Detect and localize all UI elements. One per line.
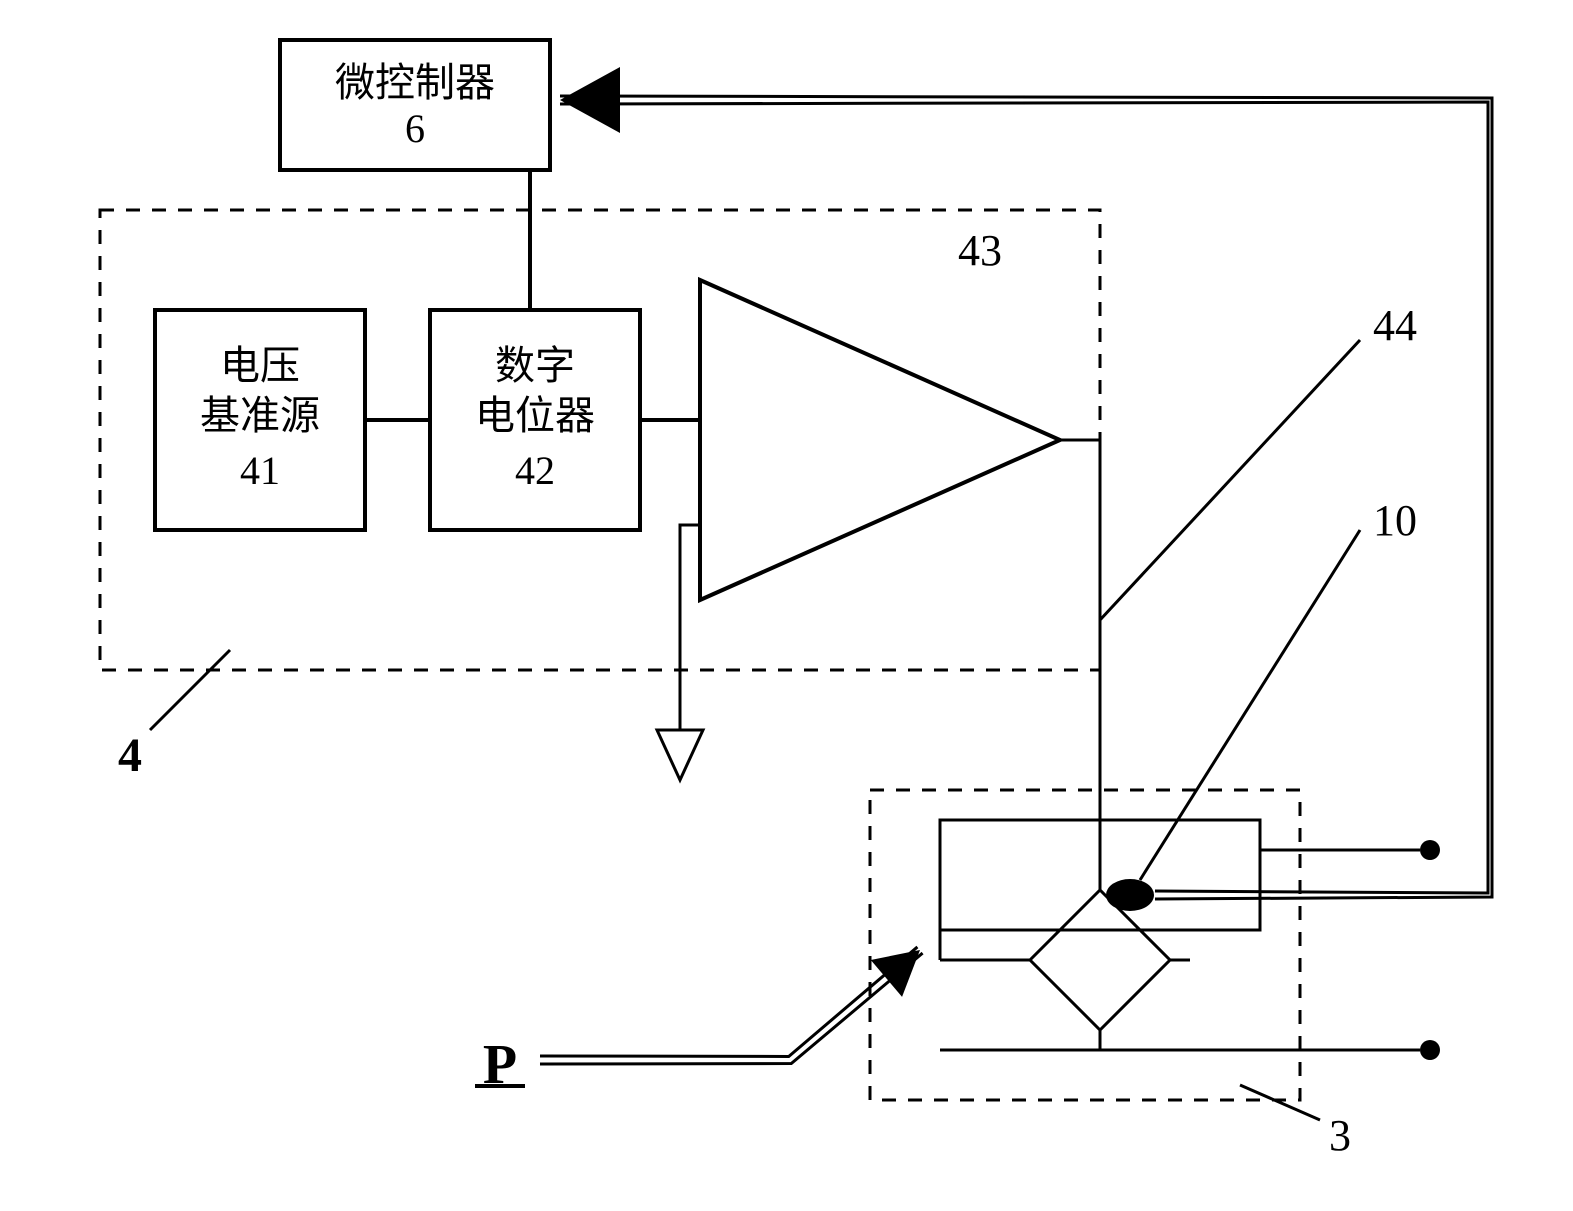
svg-text:电压: 电压 [220,343,300,388]
svg-text:43: 43 [958,226,1002,275]
svg-text:4: 4 [118,729,142,782]
svg-text:基准源: 基准源 [200,393,320,438]
svg-text:6: 6 [405,106,425,151]
svg-text:电位器: 电位器 [475,393,595,438]
svg-text:3: 3 [1329,1111,1351,1160]
svg-text:数字: 数字 [495,343,575,388]
svg-text:44: 44 [1373,301,1417,350]
svg-text:10: 10 [1373,496,1417,545]
svg-text:41: 41 [240,448,280,493]
svg-text:42: 42 [515,448,555,493]
svg-text:微控制器: 微控制器 [335,60,495,105]
